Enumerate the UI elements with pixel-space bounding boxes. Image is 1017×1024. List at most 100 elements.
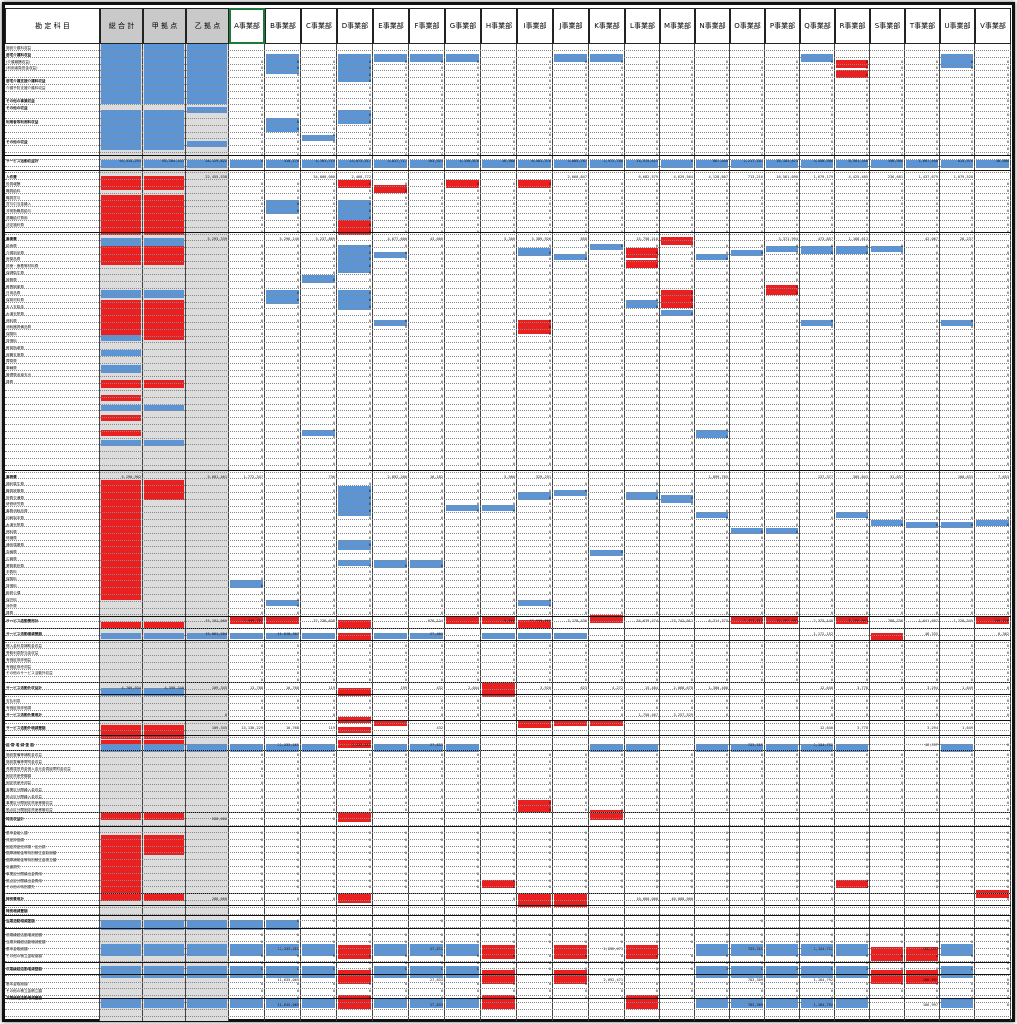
zero-cell[interactable]: 0 xyxy=(404,665,407,669)
zero-cell[interactable]: 0 xyxy=(332,271,335,275)
zero-cell[interactable]: 0 xyxy=(332,591,335,595)
value-cell[interactable]: 0 xyxy=(440,897,443,901)
zero-cell[interactable]: 0 xyxy=(368,570,371,574)
zero-cell[interactable]: 0 xyxy=(296,60,299,64)
zero-cell[interactable]: 0 xyxy=(440,591,443,595)
value-cell[interactable]: 1,184,792 xyxy=(813,1003,833,1007)
zero-cell[interactable]: 0 xyxy=(332,671,335,675)
zero-cell[interactable]: 0 xyxy=(476,264,479,268)
value-cell[interactable]: 2,892,200 xyxy=(387,475,407,479)
value-cell[interactable]: 3,817,717 xyxy=(387,159,407,163)
zero-cell[interactable]: 0 xyxy=(296,801,299,805)
zero-cell[interactable]: 0 xyxy=(440,523,443,527)
zero-cell[interactable]: 0 xyxy=(332,496,335,500)
zero-cell[interactable]: 0 xyxy=(476,120,479,124)
value-cell[interactable]: 0 xyxy=(224,713,227,717)
zero-cell[interactable]: 0 xyxy=(476,967,479,971)
column-header-9[interactable]: F事業部 xyxy=(409,8,445,44)
zero-cell[interactable]: 0 xyxy=(404,509,407,513)
column-header-11[interactable]: H事業部 xyxy=(481,8,517,44)
zero-cell[interactable]: 0 xyxy=(795,982,798,986)
zero-cell[interactable]: 0 xyxy=(368,753,371,757)
zero-cell[interactable]: 0 xyxy=(440,373,443,377)
zero-cell[interactable]: 0 xyxy=(296,339,299,343)
zero-cell[interactable]: 0 xyxy=(296,496,299,500)
zero-cell[interactable]: 0 xyxy=(440,359,443,363)
zero-cell[interactable]: 0 xyxy=(440,550,443,554)
zero-cell[interactable]: 0 xyxy=(368,285,371,289)
zero-cell[interactable]: 0 xyxy=(332,879,335,883)
zero-cell[interactable]: 0 xyxy=(332,933,335,937)
zero-cell[interactable]: 0 xyxy=(440,73,443,77)
zero-cell[interactable]: 0 xyxy=(296,982,299,986)
value-cell[interactable]: 34,000,000 xyxy=(313,175,335,179)
zero-cell[interactable]: 0 xyxy=(476,60,479,64)
zero-cell[interactable]: 0 xyxy=(368,954,371,958)
zero-cell[interactable]: 0 xyxy=(440,278,443,282)
zero-cell[interactable]: 0 xyxy=(655,133,658,137)
zero-cell[interactable]: 0 xyxy=(368,523,371,527)
zero-cell[interactable]: 0 xyxy=(260,339,263,343)
zero-cell[interactable]: 0 xyxy=(725,133,728,137)
zero-cell[interactable]: 0 xyxy=(548,989,551,993)
zero-cell[interactable]: 0 xyxy=(296,332,299,336)
zero-cell[interactable]: 0 xyxy=(404,285,407,289)
zero-cell[interactable]: 0 xyxy=(476,961,479,965)
zero-cell[interactable]: 0 xyxy=(296,305,299,309)
zero-cell[interactable]: 0 xyxy=(512,489,515,493)
zero-cell[interactable]: 0 xyxy=(404,658,407,662)
zero-cell[interactable]: 0 xyxy=(476,795,479,799)
zero-cell[interactable]: 0 xyxy=(296,271,299,275)
zero-cell[interactable]: 0 xyxy=(404,305,407,309)
zero-cell[interactable]: 0 xyxy=(404,523,407,527)
zero-cell[interactable]: 0 xyxy=(332,678,335,682)
zero-cell[interactable]: 0 xyxy=(512,113,515,117)
zero-cell[interactable]: 0 xyxy=(260,651,263,655)
zero-cell[interactable]: 0 xyxy=(440,401,443,405)
zero-cell[interactable]: 0 xyxy=(476,428,479,432)
zero-cell[interactable]: 0 xyxy=(476,257,479,261)
zero-cell[interactable]: 0 xyxy=(296,441,299,445)
zero-cell[interactable]: 0 xyxy=(440,189,443,193)
zero-cell[interactable]: 0 xyxy=(368,223,371,227)
column-header-4[interactable]: A事業部 xyxy=(229,8,265,44)
zero-cell[interactable]: 0 xyxy=(655,982,658,986)
zero-cell[interactable]: 0 xyxy=(260,611,263,615)
zero-cell[interactable]: 0 xyxy=(332,441,335,445)
zero-cell[interactable]: 0 xyxy=(476,394,479,398)
zero-cell[interactable]: 0 xyxy=(296,278,299,282)
zero-cell[interactable]: 0 xyxy=(440,66,443,70)
zero-cell[interactable]: 0 xyxy=(332,954,335,958)
zero-cell[interactable]: 0 xyxy=(476,373,479,377)
zero-cell[interactable]: 0 xyxy=(368,530,371,534)
zero-cell[interactable]: 0 xyxy=(476,407,479,411)
zero-cell[interactable]: 0 xyxy=(970,982,973,986)
zero-cell[interactable]: 0 xyxy=(332,774,335,778)
zero-cell[interactable]: 0 xyxy=(404,147,407,151)
value-cell[interactable]: 3,237,869 xyxy=(315,237,335,241)
zero-cell[interactable]: 0 xyxy=(296,99,299,103)
zero-cell[interactable]: 0 xyxy=(620,99,623,103)
zero-cell[interactable]: 0 xyxy=(260,387,263,391)
zero-cell[interactable]: 0 xyxy=(368,325,371,329)
zero-cell[interactable]: 0 xyxy=(296,671,299,675)
zero-cell[interactable]: 0 xyxy=(296,325,299,329)
zero-cell[interactable]: 0 xyxy=(476,774,479,778)
zero-cell[interactable]: 0 xyxy=(296,455,299,459)
zero-cell[interactable]: 0 xyxy=(332,435,335,439)
zero-cell[interactable]: 0 xyxy=(260,961,263,965)
zero-cell[interactable]: 0 xyxy=(404,251,407,255)
zero-cell[interactable]: 0 xyxy=(476,598,479,602)
zero-cell[interactable]: 0 xyxy=(332,989,335,993)
zero-cell[interactable]: 0 xyxy=(260,781,263,785)
zero-cell[interactable]: 0 xyxy=(260,933,263,937)
zero-cell[interactable]: 0 xyxy=(440,140,443,144)
zero-cell[interactable]: 0 xyxy=(260,441,263,445)
zero-cell[interactable]: 0 xyxy=(332,202,335,206)
zero-cell[interactable]: 0 xyxy=(440,838,443,842)
zero-cell[interactable]: 0 xyxy=(296,989,299,993)
zero-cell[interactable]: 0 xyxy=(332,346,335,350)
zero-cell[interactable]: 0 xyxy=(368,706,371,710)
zero-cell[interactable]: 0 xyxy=(296,223,299,227)
zero-cell[interactable]: 0 xyxy=(404,189,407,193)
